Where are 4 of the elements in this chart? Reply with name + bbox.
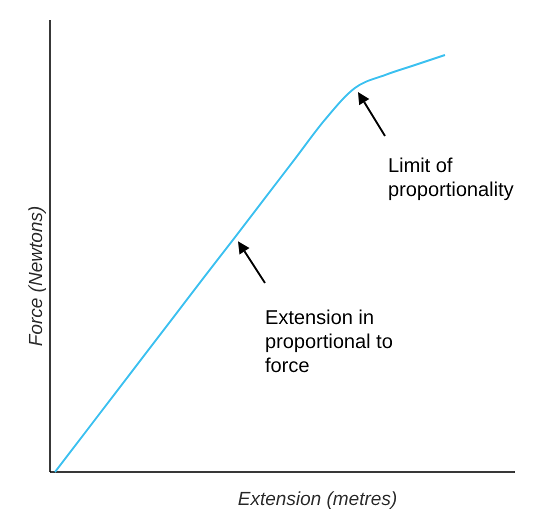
x-axis-title: Extension (metres): [238, 489, 398, 510]
annotation: Limit of proportionality: [388, 155, 514, 201]
y-axis-title: Force (Newtons): [26, 206, 47, 346]
annotation: Extension in proportional to force: [265, 307, 393, 377]
